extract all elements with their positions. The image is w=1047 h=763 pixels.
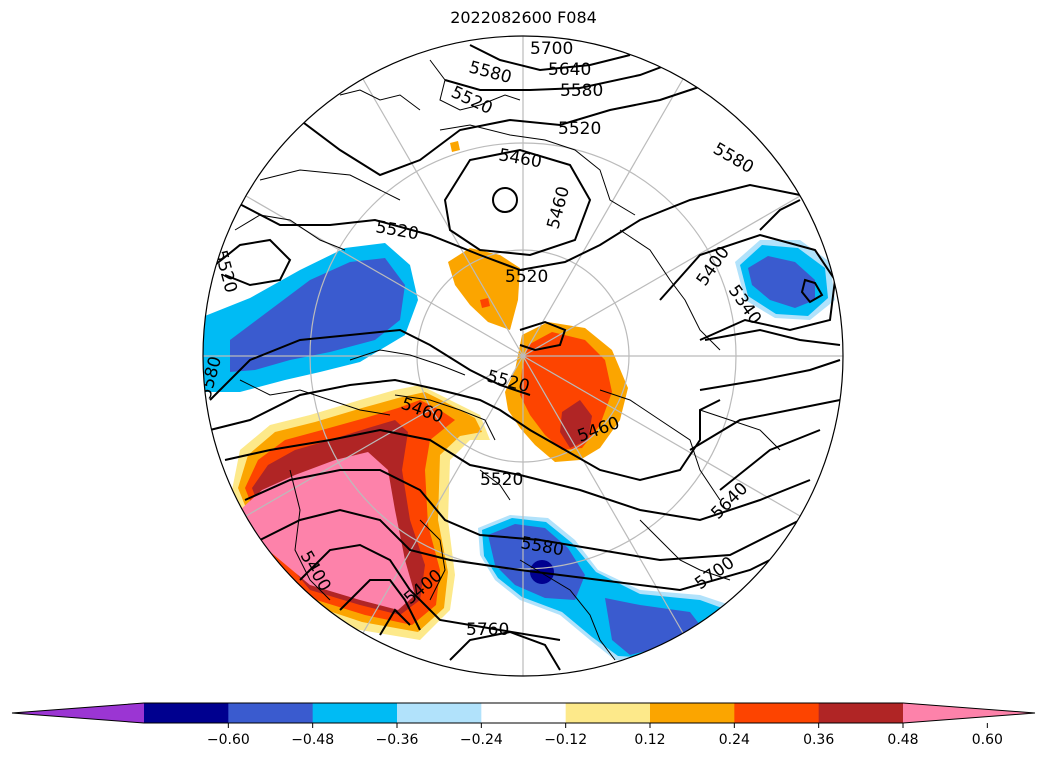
colorbar-tick-label: −0.60	[207, 732, 250, 748]
positive-anomaly-southwest-pink	[240, 452, 415, 610]
colorbar-tick-label: 0.60	[972, 732, 1003, 748]
contour-label: 5580	[560, 81, 603, 101]
colorbar-segment	[650, 703, 735, 723]
height-contours	[209, 44, 841, 671]
colorbar-segment	[565, 703, 651, 723]
colorbar-tick-label: −0.48	[291, 732, 334, 748]
map-disc: 5700 5640 5580 5580 5520 5520 5460 5460 …	[203, 36, 843, 676]
colorbar-tick-label: 0.48	[887, 732, 918, 748]
colorbar-segment	[144, 703, 229, 723]
colorbar-outline	[11, 702, 1036, 724]
colorbar-tick-label: −0.24	[460, 732, 503, 748]
graticule	[203, 36, 843, 676]
contour-label: 5640	[548, 60, 591, 80]
colorbar-tick-label: 0.12	[634, 732, 665, 748]
colorbar-tick-label: −0.36	[376, 732, 419, 748]
positive-anomaly-center-peak	[560, 400, 592, 448]
colorbar: −0.60 −0.48 −0.36 −0.24 −0.12 0.12 0.24 0.36 0.4…	[11, 702, 1036, 748]
contour-label: 5520	[480, 470, 523, 490]
colorbar-tick-label: −0.12	[544, 732, 587, 748]
colorbar-segment	[312, 703, 398, 723]
colorbar-tick-label: 0.24	[719, 732, 750, 748]
contour-label: 5520	[505, 267, 548, 287]
colorbar-segment	[228, 703, 314, 723]
colorbar-segment	[734, 703, 820, 723]
colorbar-segment	[481, 703, 567, 723]
contour-label: 5700	[530, 39, 573, 59]
contour-label: 5520	[558, 119, 601, 139]
positive-anomaly-top-spot	[450, 141, 460, 152]
colorbar-segment	[818, 703, 904, 723]
contour-label: 5760	[466, 620, 509, 640]
colorbar-tick-label: 0.36	[803, 732, 834, 748]
negative-anomaly-west-core	[230, 258, 405, 372]
map-boundary	[202, 35, 844, 677]
map-title: 2022082600 F084	[450, 8, 597, 27]
anomaly-fill-layer	[203, 141, 835, 662]
positive-anomaly-north-spot	[480, 298, 490, 308]
colorbar-extend-low	[12, 703, 144, 723]
negative-anomaly-east-core	[748, 256, 815, 308]
colorbar-segment	[397, 703, 482, 723]
colorbar-extend-high	[903, 703, 1035, 723]
